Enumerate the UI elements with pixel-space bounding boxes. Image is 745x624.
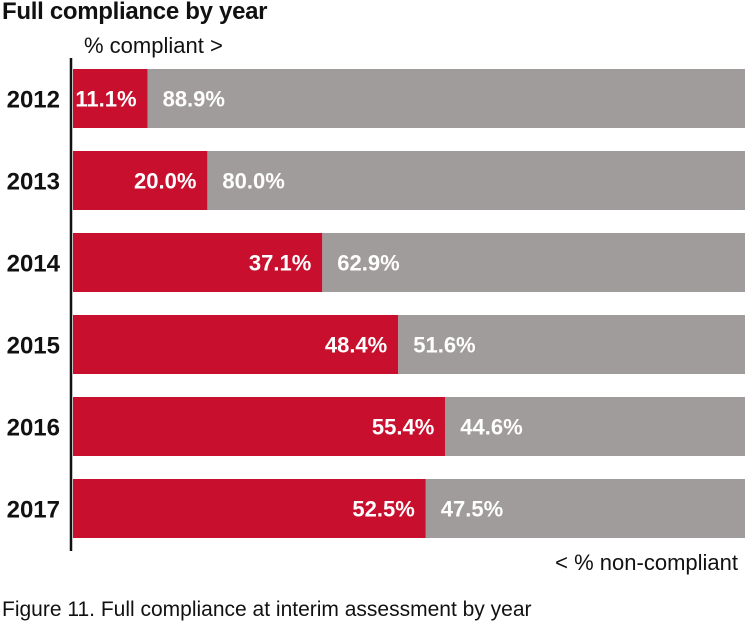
year-label-2013: 2013 — [7, 169, 60, 196]
value-label-noncompliant-2012: 88.9% — [163, 87, 225, 112]
bar-noncompliant-2015 — [398, 315, 745, 374]
bar-noncompliant-2016 — [445, 397, 745, 456]
value-label-compliant-2013: 20.0% — [134, 169, 196, 194]
year-label-2015: 2015 — [7, 333, 60, 360]
noncompliant-axis-label: < % non-compliant — [555, 550, 738, 575]
bar-noncompliant-2012 — [147, 69, 745, 128]
bar-compliant-2017 — [73, 479, 426, 538]
value-label-compliant-2012: 11.1% — [75, 87, 136, 112]
bar-noncompliant-2017 — [425, 479, 745, 538]
bar-noncompliant-2013 — [207, 151, 745, 210]
value-label-noncompliant-2016: 44.6% — [460, 415, 522, 440]
year-label-2012: 2012 — [7, 87, 60, 114]
value-label-compliant-2017: 52.5% — [352, 497, 414, 522]
value-label-noncompliant-2017: 47.5% — [441, 497, 503, 522]
bar-compliant-2013 — [73, 151, 208, 210]
bar-noncompliant-2014 — [322, 233, 745, 292]
bar-compliant-2014 — [73, 233, 323, 292]
bar-compliant-2015 — [73, 315, 399, 374]
compliant-axis-label: % compliant > — [84, 33, 223, 58]
chart-title: Full compliance by year — [2, 0, 268, 25]
value-label-compliant-2016: 55.4% — [372, 415, 434, 440]
value-label-noncompliant-2014: 62.9% — [337, 251, 399, 276]
bar-compliant-2016 — [73, 397, 446, 456]
value-label-compliant-2014: 37.1% — [249, 251, 311, 276]
bar-compliant-2012 — [73, 69, 148, 128]
value-label-noncompliant-2015: 51.6% — [413, 333, 475, 358]
value-label-compliant-2015: 48.4% — [325, 333, 387, 358]
year-label-2014: 2014 — [7, 251, 61, 278]
value-label-noncompliant-2013: 80.0% — [222, 169, 284, 194]
figure-caption: Figure 11. Full compliance at interim as… — [2, 598, 532, 621]
year-label-2017: 2017 — [7, 497, 60, 524]
year-label-2016: 2016 — [7, 415, 60, 442]
